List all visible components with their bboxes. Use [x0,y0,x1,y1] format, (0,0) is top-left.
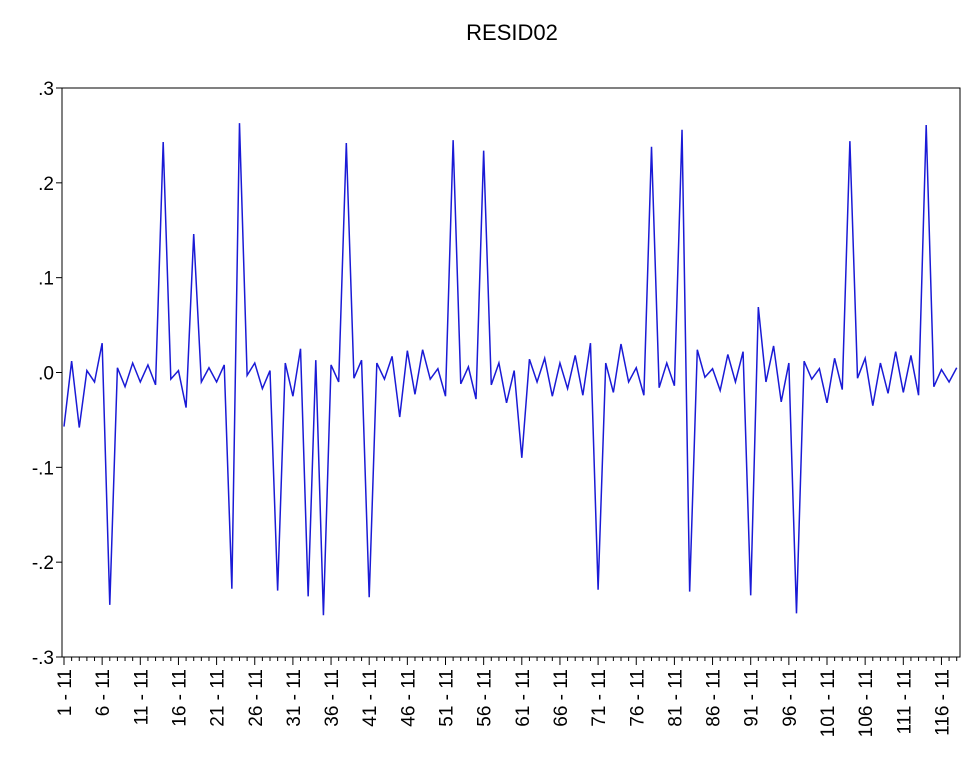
y-tick-label: -.3 [32,648,54,669]
x-tick-label: 81 - 11 [665,669,686,727]
x-tick-label: 76 - 11 [627,669,648,727]
x-tick-label: 66 - 11 [551,669,572,727]
y-tick-label: -.2 [32,553,54,574]
x-tick-label: 41 - 11 [360,669,381,727]
x-tick-label: 21 - 11 [208,669,229,727]
x-tick-label: 26 - 11 [246,669,267,727]
x-tick-label: 56 - 11 [475,669,496,727]
x-tick-label: 46 - 11 [398,669,419,727]
y-tick-label: .3 [38,79,54,100]
x-tick-label: 61 - 11 [513,669,534,727]
x-tick-label: 11 - 11 [131,669,152,725]
plot-frame [61,87,961,658]
x-tick-label: 106 - 11 [856,669,877,737]
series-line [63,123,958,616]
x-tick-label: 1 - 11 [55,669,76,716]
x-tick-label: 96 - 11 [780,669,801,727]
y-tick-label: -.1 [32,458,54,479]
x-tick-label: 16 - 11 [169,669,190,727]
y-tick-label: .2 [38,174,54,195]
x-tick-label: 86 - 11 [704,669,725,727]
x-tick-label: 111 - 11 [894,669,915,735]
x-tick-label: 101 - 11 [818,669,839,737]
x-tick-label: 31 - 11 [284,669,305,727]
x-tick-label: 91 - 11 [742,669,763,727]
x-tick-label: 116 - 11 [932,669,953,736]
y-tick-label: .0 [38,364,54,385]
x-tick-label: 36 - 11 [322,669,343,727]
x-tick-label: 6 - 11 [93,669,114,716]
x-tick-label: 71 - 11 [589,669,610,727]
chart-title: RESID02 [466,20,558,45]
x-tick-label: 51 - 11 [437,669,458,727]
y-tick-label: .1 [38,269,54,290]
